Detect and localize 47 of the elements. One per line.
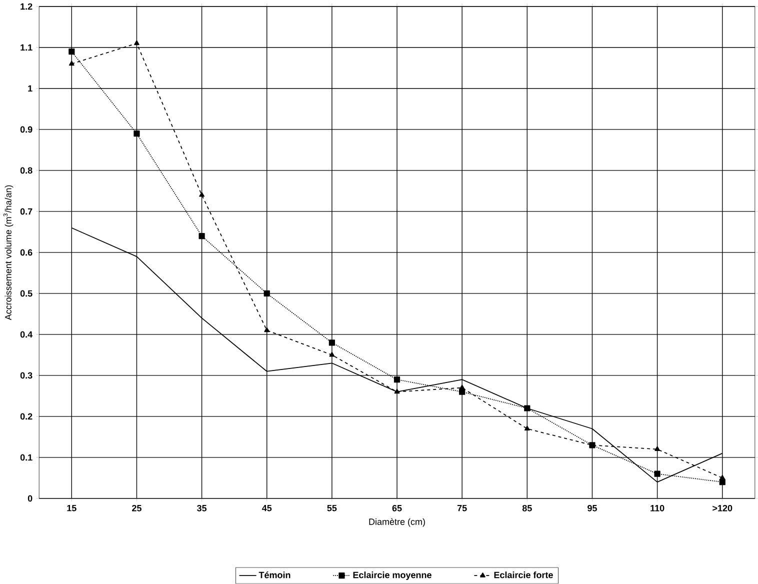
x-tick-label: 65 (392, 505, 402, 512)
point (719, 479, 726, 486)
point (459, 388, 466, 395)
point (654, 470, 660, 477)
x-tick-label: 55 (327, 505, 337, 512)
x-tick-label: 110 (650, 505, 664, 512)
point (264, 290, 270, 297)
y-tick-label: 0.4 (20, 331, 33, 338)
x-tick-label: 35 (196, 505, 207, 512)
legend-label: Témoin (258, 572, 290, 578)
point (264, 327, 270, 332)
x-tick-label: >120 (712, 505, 732, 512)
x-tick-label: 95 (588, 505, 597, 512)
x-tick-label: 75 (457, 505, 467, 512)
point (394, 376, 400, 383)
y-tick-label: 0.6 (20, 249, 32, 256)
point (328, 340, 335, 346)
point (720, 474, 726, 480)
legend-label: Eclaircie forte (494, 572, 553, 578)
point (524, 405, 530, 412)
y-tick-label: 1 (28, 85, 32, 92)
y-tick-label: 0.7 (20, 208, 32, 215)
point (524, 426, 530, 431)
point (134, 130, 140, 137)
x-tick-label: 25 (132, 505, 142, 512)
y-tick-label: 1.1 (20, 44, 32, 51)
y-tick-label: 0.8 (20, 167, 32, 174)
point (329, 352, 335, 357)
x-tick-label: 15 (67, 505, 76, 512)
legend-label: Eclaircie moyenne (353, 572, 432, 580)
x-axis-title: Diamètre (cm) (369, 518, 425, 527)
y-tick-label: 0.2 (20, 413, 32, 420)
y-tick-label: 0 (28, 495, 32, 502)
y-tick-label: 1.2 (20, 3, 32, 10)
x-tick-label: 45 (262, 505, 272, 512)
point (68, 60, 74, 66)
y-tick-label: 0.9 (20, 126, 32, 133)
point (134, 40, 140, 46)
y-tick-label: 0.3 (20, 372, 32, 379)
point (68, 48, 75, 55)
point (654, 446, 660, 452)
point (199, 192, 204, 197)
x-tick-label: 85 (522, 505, 532, 512)
y-axis-title: Accroissement volume (m$^{3}$/ha/an) (3, 185, 14, 320)
y-tick-label: 0.1 (20, 454, 32, 461)
point (198, 233, 205, 240)
y-tick-label: 0.5 (20, 290, 32, 297)
